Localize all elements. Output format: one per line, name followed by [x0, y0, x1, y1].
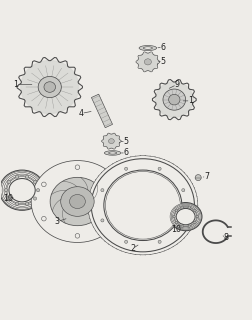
Polygon shape [91, 94, 112, 128]
Circle shape [187, 206, 190, 208]
Ellipse shape [171, 204, 199, 229]
Ellipse shape [108, 152, 116, 154]
Ellipse shape [60, 187, 94, 216]
Ellipse shape [2, 172, 42, 208]
Ellipse shape [172, 205, 198, 228]
Text: 6: 6 [123, 148, 128, 157]
Ellipse shape [69, 195, 85, 209]
Circle shape [8, 197, 11, 200]
Circle shape [75, 165, 79, 170]
Circle shape [172, 215, 175, 218]
Text: 4: 4 [78, 109, 83, 118]
Circle shape [180, 206, 182, 208]
Circle shape [195, 175, 200, 180]
Circle shape [36, 188, 40, 192]
Circle shape [101, 188, 104, 192]
Ellipse shape [31, 161, 123, 243]
Circle shape [33, 197, 37, 200]
Circle shape [15, 202, 19, 205]
Ellipse shape [175, 208, 194, 225]
Ellipse shape [105, 172, 180, 239]
Ellipse shape [169, 203, 201, 231]
Circle shape [108, 182, 113, 187]
Text: 2: 2 [130, 244, 135, 253]
Circle shape [181, 188, 184, 192]
Circle shape [193, 210, 195, 212]
Circle shape [75, 234, 79, 238]
Ellipse shape [139, 45, 156, 51]
Ellipse shape [0, 170, 45, 210]
Ellipse shape [8, 178, 36, 203]
Ellipse shape [174, 207, 196, 226]
Polygon shape [91, 159, 194, 252]
Circle shape [195, 215, 198, 218]
Polygon shape [155, 82, 193, 117]
Circle shape [174, 221, 177, 224]
Ellipse shape [91, 159, 194, 252]
Circle shape [187, 225, 190, 227]
Text: 10: 10 [3, 195, 13, 204]
Ellipse shape [33, 163, 121, 241]
Polygon shape [21, 60, 78, 114]
Ellipse shape [4, 174, 40, 206]
Ellipse shape [169, 203, 200, 230]
Circle shape [41, 182, 46, 187]
Text: 6: 6 [160, 43, 165, 52]
Text: 8: 8 [223, 234, 228, 243]
Ellipse shape [38, 76, 61, 98]
Text: 5: 5 [123, 137, 128, 146]
Polygon shape [103, 134, 119, 148]
Circle shape [41, 216, 46, 221]
Ellipse shape [7, 177, 37, 204]
Ellipse shape [104, 151, 120, 155]
Text: 1: 1 [13, 80, 18, 89]
Circle shape [25, 175, 28, 178]
Ellipse shape [108, 139, 114, 144]
Ellipse shape [50, 177, 104, 226]
Ellipse shape [88, 156, 197, 255]
Circle shape [124, 240, 127, 243]
Circle shape [174, 210, 177, 212]
Circle shape [181, 219, 184, 222]
Circle shape [124, 167, 127, 170]
Text: 3: 3 [55, 217, 59, 226]
Circle shape [158, 167, 161, 170]
Ellipse shape [143, 47, 152, 49]
Ellipse shape [9, 179, 35, 202]
Text: 7: 7 [203, 172, 208, 181]
Text: 9: 9 [174, 80, 179, 89]
Circle shape [15, 175, 19, 178]
Circle shape [108, 216, 113, 221]
Circle shape [158, 240, 161, 243]
Text: 1: 1 [187, 96, 192, 105]
Ellipse shape [175, 208, 195, 225]
Ellipse shape [162, 89, 185, 110]
Polygon shape [137, 53, 157, 71]
Circle shape [193, 221, 195, 224]
Text: 5: 5 [160, 57, 165, 66]
Ellipse shape [1, 171, 43, 209]
Ellipse shape [168, 94, 179, 105]
Circle shape [8, 180, 11, 183]
Text: 10: 10 [171, 226, 181, 235]
Circle shape [5, 188, 8, 192]
Ellipse shape [144, 59, 151, 65]
Circle shape [180, 225, 182, 227]
Ellipse shape [103, 170, 181, 241]
Ellipse shape [173, 206, 197, 227]
Ellipse shape [6, 176, 38, 205]
Circle shape [33, 180, 37, 183]
Ellipse shape [44, 82, 55, 92]
Circle shape [101, 219, 104, 222]
Circle shape [25, 202, 28, 205]
